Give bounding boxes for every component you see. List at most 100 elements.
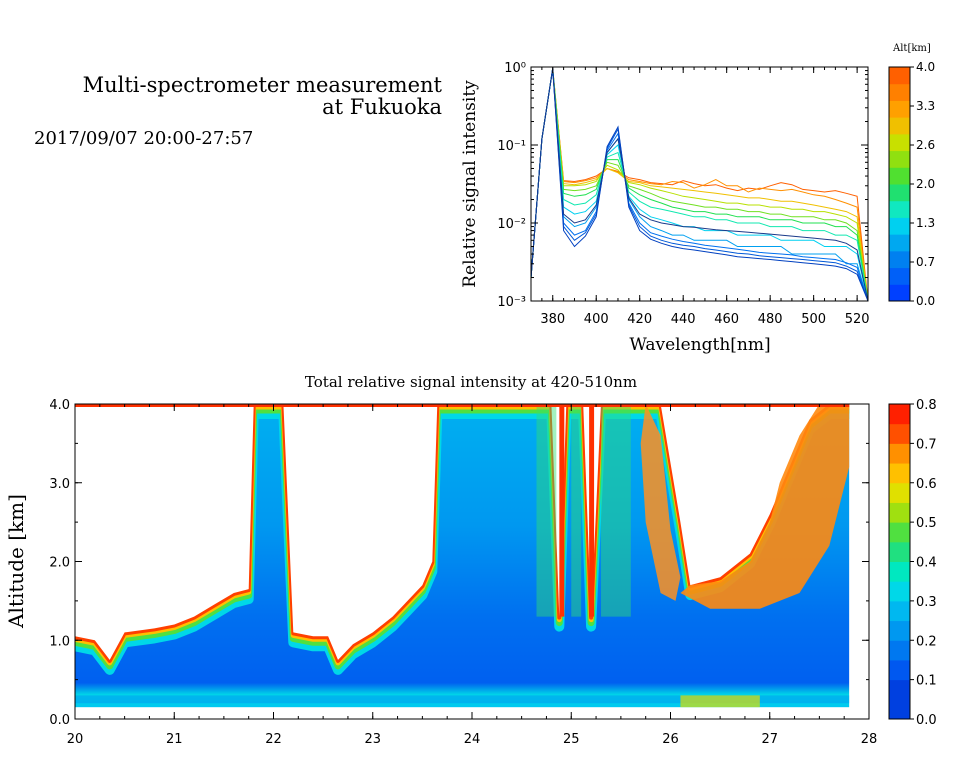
spectrum-colorbar: 4.0 3.3 2.6 2.0 1.3 0.7 0.0	[888, 60, 935, 308]
spectrum-colorbar-segment	[889, 167, 910, 185]
spectrum-colorbar-tick-label: 0.0	[916, 294, 935, 308]
spectrum-series-line	[531, 68, 868, 301]
heatmap-chart: Total relative signal intensity at 420-5…	[4, 373, 937, 747]
heatmap-colorbar-segment	[889, 659, 910, 681]
heatmap-colorbar-segment	[889, 561, 910, 582]
spectrum-x-tick-label: 400	[584, 312, 609, 327]
heatmap-x-tick-label: 27	[761, 732, 778, 747]
title-line-1: Multi-spectrometer measurement	[82, 73, 442, 97]
spectrum-colorbar-segment	[889, 250, 910, 269]
heatmap-title: Total relative signal intensity at 420-5…	[305, 373, 637, 391]
spectrum-y-ticks: 10⁻³ 10⁻² 10⁻¹ 10⁰	[497, 61, 868, 310]
spectrum-series-line	[531, 68, 868, 301]
heatmap-y-tick-label: 4.0	[49, 398, 70, 413]
heatmap-colorbar-tick-label: 0.5	[916, 516, 937, 531]
heatmap-colorbar-tick-label: 0.4	[916, 556, 937, 571]
heatmap-x-tick-label: 24	[464, 732, 481, 747]
spectrum-colorbar-tick-label: 4.0	[916, 60, 935, 74]
heatmap-colorbar-segment	[889, 620, 910, 641]
spectrum-series-line	[531, 68, 868, 301]
heatmap-ground-band	[75, 695, 850, 704]
spectrum-x-axis-label: Wavelength[nm]	[629, 335, 770, 355]
figure-title: Multi-spectrometer measurement at Fukuok…	[12, 74, 442, 118]
spectrum-colorbar-segment	[889, 234, 910, 252]
heatmap-x-tick-label: 28	[861, 732, 878, 747]
spectrum-series-line	[531, 68, 868, 301]
spectrum-colorbar-title: Alt[km]	[892, 43, 931, 54]
spectrum-y-tick-label: 10⁻²	[497, 217, 526, 232]
spectrum-series-line	[531, 68, 868, 301]
spectrum-colorbar-tick-label: 2.0	[916, 177, 935, 191]
spectrum-x-tick-label: 440	[671, 312, 696, 327]
spectrum-series-line	[531, 68, 868, 301]
heatmap-colorbar-tick-label: 0.8	[916, 398, 937, 413]
spectrum-colorbar-segment	[889, 117, 910, 135]
spectrum-colorbar-segment	[889, 267, 910, 285]
heatmap-colorbar-segment	[889, 502, 910, 523]
spectrum-colorbar-tick-label: 2.6	[916, 138, 935, 152]
heatmap-cloud-edge	[75, 404, 850, 663]
spectrum-y-axis-label: Relative signal intensity	[460, 80, 480, 288]
spectrum-plot-frame	[530, 66, 869, 302]
heatmap-colorbar-tick-label: 0.1	[916, 674, 937, 689]
heatmap-x-ticks: 20 21 22 23 24 25 26 27 28	[67, 404, 878, 747]
spectrum-colorbar-segment	[889, 200, 910, 218]
heatmap-colorbar: 0.8 0.7 0.6 0.5 0.4 0.3 0.2 0.1 0.0	[888, 398, 937, 728]
spectrum-series-line	[531, 68, 868, 301]
spectrum-colorbar-segment	[889, 217, 910, 235]
spectrum-colorbar-segment	[889, 83, 910, 101]
heatmap-mid-intensity-band	[601, 404, 631, 617]
heatmap-colorbar-segment	[889, 640, 910, 661]
heatmap-cells	[75, 404, 850, 708]
heatmap-x-tick-label: 20	[67, 732, 84, 747]
heatmap-colorbar-tick-label: 0.2	[916, 634, 937, 649]
heatmap-high-intensity-column	[589, 404, 595, 617]
spectrum-x-tick-label: 480	[758, 312, 783, 327]
heatmap-colorbar-tick-label: 0.6	[916, 477, 937, 492]
heatmap-high-intensity-column	[559, 404, 565, 617]
spectrum-series-line	[531, 68, 868, 301]
spectrum-x-tick-label: 420	[627, 312, 652, 327]
heatmap-colorbar-segment	[889, 522, 910, 543]
spectrum-colorbar-segment	[889, 133, 910, 152]
heatmap-colorbar-segment	[889, 541, 910, 562]
heatmap-high-intensity-patch	[640, 404, 681, 601]
heatmap-x-tick-label: 26	[662, 732, 679, 747]
heatmap-ground-band	[680, 695, 760, 708]
spectrum-colorbar-segment	[889, 184, 910, 202]
heatmap-colorbar-tick-label: 0.3	[916, 595, 937, 610]
heatmap-colorbar-segment	[889, 482, 910, 503]
spectrum-y-tick-label: 10⁻¹	[497, 139, 526, 154]
spectrum-y-tick-label: 10⁰	[504, 61, 526, 76]
heatmap-y-ticks: 0.0 1.0 2.0 3.0 4.0	[49, 398, 869, 728]
heatmap-colorbar-segment	[889, 600, 910, 622]
spectrum-x-tick-label: 520	[845, 312, 870, 327]
spectrum-colorbar-segment	[889, 100, 910, 118]
heatmap-high-intensity-patch	[680, 404, 850, 609]
spectrum-series-line	[531, 68, 868, 301]
spectrum-x-ticks: 380 400 420 440 460 480 500 520	[530, 67, 870, 327]
heatmap-saturated-region	[75, 404, 850, 660]
heatmap-x-tick-label: 23	[364, 732, 381, 747]
heatmap-top-edge	[75, 404, 850, 407]
spectrum-colorbar-tick-label: 3.3	[916, 99, 935, 113]
heatmap-colorbar-segment	[889, 581, 910, 602]
heatmap-colorbar-segment	[889, 679, 910, 700]
spectrum-x-tick-label: 460	[714, 312, 739, 327]
heatmap-colorbar-segment	[889, 463, 910, 484]
spectrum-chart: 380 400 420 440 460 480 500 520 10⁻³ 10⁻² 10⁻¹ 10⁰…	[460, 43, 935, 355]
spectrum-series-line	[531, 68, 868, 301]
measurement-datetime: 2017/09/07 20:00-27:57	[34, 128, 254, 149]
spectrum-series-line	[531, 68, 868, 301]
title-line-2: at Fukuoka	[322, 95, 442, 119]
spectrum-series-line	[531, 68, 868, 301]
spectrum-x-tick-label: 500	[801, 312, 826, 327]
heatmap-colorbar-tick-label: 0.7	[916, 437, 937, 452]
spectrum-colorbar-segment	[889, 67, 910, 85]
heatmap-mid-intensity-band	[571, 404, 582, 617]
spectrum-colorbar-tick-label: 1.3	[916, 216, 935, 230]
heatmap-y-tick-label: 3.0	[49, 477, 70, 492]
heatmap-mid-intensity-band	[536, 404, 557, 617]
spectrum-colorbar-tick-label: 0.7	[916, 255, 935, 269]
